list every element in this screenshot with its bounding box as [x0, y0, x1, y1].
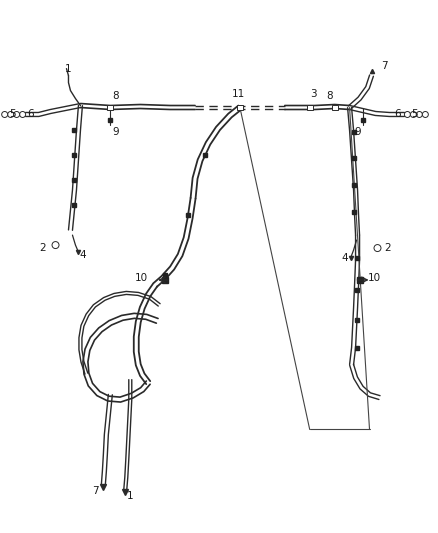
Text: 10: 10	[135, 273, 148, 283]
Text: 8: 8	[112, 91, 119, 101]
Text: 11: 11	[231, 88, 244, 99]
Circle shape	[374, 245, 381, 252]
Circle shape	[20, 111, 25, 117]
Text: 3: 3	[311, 88, 317, 99]
Text: 10: 10	[368, 273, 381, 283]
Circle shape	[8, 111, 14, 117]
Text: 5: 5	[9, 109, 16, 119]
Text: 8: 8	[326, 91, 333, 101]
Bar	[307, 104, 313, 110]
Text: 5: 5	[411, 109, 418, 119]
Text: 1: 1	[127, 491, 134, 501]
Text: 7: 7	[381, 61, 388, 71]
Text: 9: 9	[112, 127, 119, 138]
Circle shape	[404, 111, 410, 117]
Circle shape	[417, 111, 422, 117]
Text: 2: 2	[39, 243, 46, 253]
Circle shape	[410, 111, 417, 117]
Text: 1: 1	[65, 63, 72, 74]
Text: 9: 9	[354, 127, 361, 138]
Text: 6: 6	[394, 109, 401, 119]
Bar	[332, 104, 338, 110]
Text: 4: 4	[79, 250, 86, 260]
Text: 4: 4	[341, 253, 348, 263]
Text: 2: 2	[384, 243, 391, 253]
Circle shape	[52, 241, 59, 248]
Circle shape	[422, 111, 428, 117]
Text: 7: 7	[92, 486, 99, 496]
Circle shape	[14, 111, 20, 117]
Circle shape	[2, 111, 8, 117]
Bar	[237, 104, 243, 110]
Bar	[107, 104, 113, 110]
Text: 6: 6	[27, 109, 34, 119]
